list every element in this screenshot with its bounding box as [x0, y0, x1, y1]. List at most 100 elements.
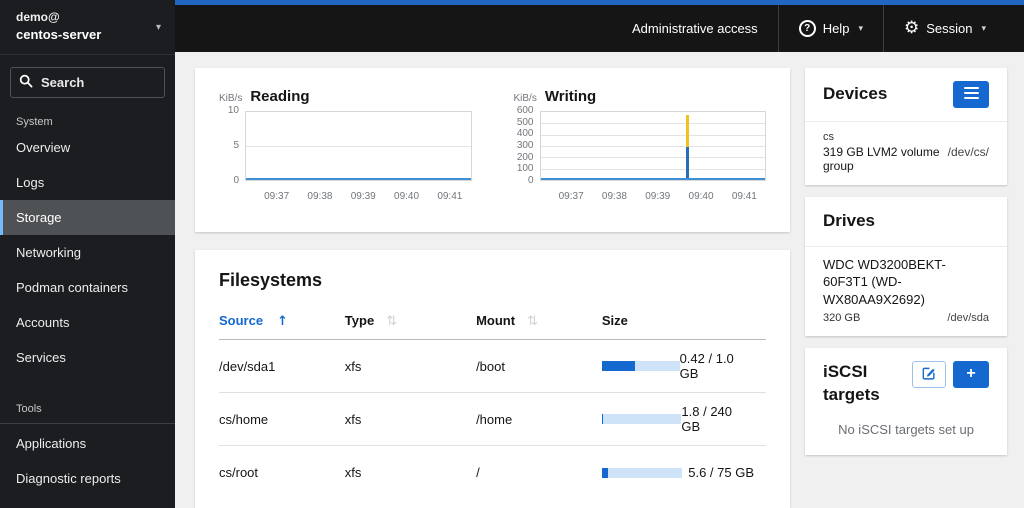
- table-row[interactable]: cs/home xfs /home 1.8 / 240 GB: [219, 393, 766, 446]
- source-column-label: Source: [219, 313, 264, 328]
- panel-divider: [805, 245, 1007, 247]
- x-tick: 09:38: [601, 191, 627, 202]
- devices-panel: Devices cs 319 GB LVM2 volume group /dev…: [805, 68, 1007, 185]
- iscsi-targets-panel: iSCSI targets + No iSCSI: [805, 347, 1007, 456]
- y-tick: 0: [233, 175, 239, 186]
- search-icon: [19, 74, 33, 93]
- y-tick: 400: [516, 128, 534, 140]
- storage-main-column: KiB/s Reading 10 5 0: [195, 68, 790, 508]
- sortable-icon: ⇅: [386, 314, 398, 329]
- usage-bar-fill: [601, 361, 635, 371]
- session-menu[interactable]: ⚙ Session ▾: [884, 5, 1006, 52]
- masthead-divider: [777, 5, 779, 52]
- drive-size: 320 GB: [823, 311, 861, 324]
- x-tick: 09:41: [731, 191, 757, 202]
- column-header-mount[interactable]: Mount ⇅: [476, 313, 602, 329]
- device-name: cs: [823, 131, 834, 143]
- fs-size-cell: 1.8 / 240 GB: [601, 404, 766, 434]
- reading-chart: KiB/s Reading 10 5 0: [219, 88, 472, 212]
- drives-title: Drives: [823, 211, 875, 230]
- y-tick: 200: [516, 151, 534, 163]
- filesystems-title: Filesystems: [219, 270, 323, 290]
- column-header-source[interactable]: Source ↑: [219, 313, 345, 329]
- username-label: demo@: [16, 10, 60, 24]
- y-tick: 300: [516, 139, 534, 151]
- sidebar-item-podman-containers[interactable]: Podman containers: [16, 280, 129, 296]
- writing-y-axis: 600 500 400 300 200 100 0: [514, 106, 540, 186]
- help-menu[interactable]: ? Help ▾: [779, 5, 883, 52]
- column-header-size: Size: [602, 313, 766, 329]
- sidebar-item-accounts[interactable]: Accounts: [16, 315, 70, 331]
- masthead: Administrative access ? Help ▾ ⚙ Session…: [175, 0, 1024, 52]
- chevron-down-icon: ▾: [981, 23, 986, 33]
- filesystems-card: Filesystems Source ↑ Type ⇅ Mount ⇅ Size: [195, 250, 790, 508]
- fs-size-label: 0.42 / 1.0 GB: [679, 351, 734, 381]
- sidebar-item-storage[interactable]: Storage: [0, 200, 175, 236]
- reading-x-axis: 09:37 09:38 09:39 09:40 09:41: [245, 191, 472, 202]
- iscsi-edit-button[interactable]: [912, 360, 946, 388]
- gridline: [540, 134, 765, 136]
- sidebar-item-applications[interactable]: Applications: [16, 436, 87, 452]
- size-column-label: Size: [601, 313, 628, 328]
- table-row[interactable]: /dev/sda1 xfs /boot 0.42 / 1.0 GB: [219, 340, 766, 393]
- write-spike-yellow: [686, 114, 690, 148]
- y-tick: 500: [516, 116, 534, 128]
- gridline: [540, 123, 765, 125]
- sidebar-item-overview[interactable]: Overview: [16, 140, 71, 156]
- gear-icon: ⚙: [903, 18, 920, 38]
- fs-source: cs/root: [219, 465, 259, 480]
- sort-ascending-icon: ↑: [277, 314, 288, 329]
- x-tick: 09:37: [264, 191, 290, 202]
- edit-icon: [922, 366, 936, 383]
- write-series-line: [540, 178, 765, 180]
- fs-mount: /home: [476, 411, 513, 427]
- filesystems-table-header: Source ↑ Type ⇅ Mount ⇅ Size: [219, 313, 766, 340]
- sidebar-item-services[interactable]: Services: [16, 350, 66, 366]
- usage-bar-fill: [601, 414, 603, 424]
- session-label: Session: [926, 21, 973, 36]
- sidebar-search: [10, 67, 165, 99]
- mount-column-label: Mount: [476, 313, 516, 328]
- x-tick: 09:39: [350, 191, 376, 202]
- fs-size-label: 5.6 / 75 GB: [688, 465, 754, 480]
- iscsi-add-button[interactable]: +: [953, 360, 989, 388]
- search-input[interactable]: [10, 67, 165, 99]
- writing-chart: KiB/s Writing 600 500 400 300 200 100: [513, 88, 767, 212]
- column-header-type[interactable]: Type ⇅: [345, 313, 476, 329]
- storage-side-column: Devices cs 319 GB LVM2 volume group /dev…: [805, 68, 1007, 508]
- table-row[interactable]: cs/root xfs / 5.6 / 75 GB: [219, 446, 766, 499]
- usage-bar: [601, 361, 680, 371]
- drive-path: /dev/sda: [947, 311, 989, 324]
- reading-y-axis: 10 5 0: [219, 106, 245, 186]
- read-series-line: [246, 178, 471, 180]
- x-tick: 09:38: [307, 191, 333, 202]
- nav-divider: [0, 423, 175, 425]
- writing-x-axis: 09:37 09:38 09:39 09:40 09:41: [540, 191, 767, 202]
- device-list-item[interactable]: cs 319 GB LVM2 volume group /dev/cs/: [805, 122, 1007, 185]
- sidebar-item-diagnostic-reports[interactable]: Diagnostic reports: [16, 471, 121, 487]
- gridline: [540, 157, 765, 159]
- devices-menu-button[interactable]: [953, 81, 989, 108]
- sidebar-item-networking[interactable]: Networking: [16, 245, 82, 261]
- gridline: [246, 146, 471, 147]
- fs-size-cell: 5.6 / 75 GB: [601, 465, 766, 480]
- y-tick: 5: [233, 140, 239, 151]
- administrative-access-label: Administrative access: [631, 21, 758, 36]
- panel-divider: [805, 121, 1007, 122]
- chevron-down-icon: ▾: [155, 22, 161, 33]
- sidebar-item-logs[interactable]: Logs: [16, 175, 45, 191]
- administrative-access-button[interactable]: Administrative access: [612, 5, 778, 52]
- writing-chart-unit: KiB/s: [513, 93, 537, 104]
- host-switcher[interactable]: demo@ centos-server ▾: [0, 0, 175, 56]
- plus-icon: +: [966, 365, 976, 383]
- drive-list-item[interactable]: WDC WD3200BEKT-60F3T1 (WD-WX80AA9X2692) …: [805, 247, 1007, 336]
- iscsi-empty-state: No iSCSI targets set up: [838, 422, 974, 438]
- fs-size-label: 1.8 / 240 GB: [681, 404, 733, 434]
- gridline: [540, 146, 765, 147]
- iscsi-targets-title: iSCSI targets: [823, 361, 880, 404]
- device-path: /dev/cs/: [947, 145, 989, 159]
- x-tick: 09:41: [437, 191, 463, 202]
- help-icon: ?: [798, 20, 816, 37]
- y-tick: 100: [516, 163, 534, 175]
- chevron-down-icon: ▾: [858, 23, 863, 33]
